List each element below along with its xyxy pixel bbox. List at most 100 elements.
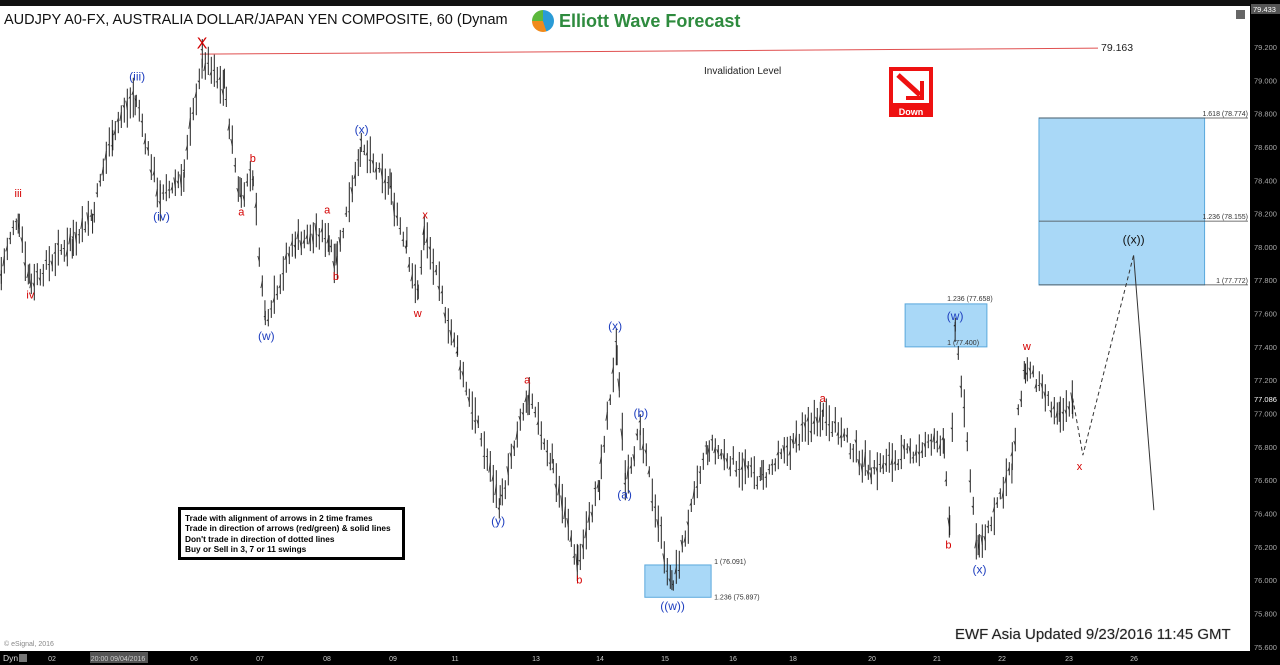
- bar-open-tick: [368, 159, 371, 162]
- bar-open-tick: [593, 487, 596, 490]
- bar-open-tick: [965, 440, 968, 443]
- bar-open-tick: [182, 169, 185, 172]
- bar-open-tick: [62, 247, 65, 250]
- bar-open-tick: [968, 480, 971, 483]
- projection-dashed: [1072, 255, 1135, 456]
- bar-open-tick: [701, 458, 704, 461]
- bar-open-tick: [1013, 440, 1016, 446]
- bar-open-tick: [794, 434, 797, 445]
- bar-open-tick: [782, 445, 785, 454]
- bar-open-tick: [35, 270, 38, 273]
- wave-label: a: [238, 206, 245, 218]
- bar-open-tick: [596, 483, 599, 489]
- bar-open-tick: [767, 469, 770, 471]
- bar-open-tick: [65, 249, 68, 257]
- bar-open-tick: [20, 237, 23, 243]
- bar-open-tick: [164, 191, 167, 194]
- bar-open-tick: [620, 428, 623, 440]
- bar-open-tick: [722, 453, 725, 462]
- bar-open-tick: [266, 318, 269, 322]
- maximize-icon[interactable]: [1236, 10, 1245, 19]
- bar-open-tick: [728, 465, 731, 470]
- wave-label: a: [324, 205, 331, 217]
- fib-label: 1.236 (77.658): [947, 296, 993, 303]
- bar-open-tick: [503, 487, 506, 489]
- wave-label: ((x)): [1123, 233, 1145, 247]
- fib-zone: [904, 303, 988, 348]
- time-tick: 14: [596, 656, 604, 663]
- bar-open-tick: [53, 251, 56, 254]
- bar-open-tick: [86, 212, 89, 225]
- price-tick: 79.200: [1254, 43, 1277, 52]
- bar-open-tick: [896, 462, 899, 466]
- wave-label: iii: [15, 188, 22, 200]
- bar-open-tick: [980, 534, 983, 546]
- bar-open-tick: [320, 227, 323, 233]
- bar-open-tick: [1025, 372, 1028, 376]
- wave-label: (b): [633, 406, 648, 420]
- arrow-down-right-icon: [896, 73, 924, 100]
- bar-open-tick: [866, 470, 869, 476]
- top-price: 79.433: [1253, 5, 1276, 14]
- wave-label: (x): [355, 123, 369, 137]
- bar-open-tick: [857, 459, 860, 467]
- bar-open-tick: [434, 269, 437, 273]
- bar-open-tick: [791, 438, 794, 445]
- bar-open-tick: [1028, 367, 1031, 372]
- bar-open-tick: [218, 76, 221, 81]
- wave-label: (y): [491, 514, 505, 528]
- price-tick: 76.600: [1254, 476, 1277, 485]
- bar-open-tick: [713, 446, 716, 454]
- bar-open-tick: [1001, 490, 1004, 499]
- price-tick: 76.800: [1254, 443, 1277, 452]
- logo-icon: [532, 10, 554, 32]
- bar-open-tick: [314, 222, 317, 235]
- bar-open-tick: [74, 231, 77, 243]
- bar-open-tick: [899, 458, 902, 461]
- bar-open-tick: [494, 484, 497, 496]
- bar-open-tick: [566, 517, 569, 528]
- bar-open-tick: [515, 430, 518, 440]
- bar-open-tick: [941, 436, 944, 441]
- bar-open-tick: [173, 177, 176, 189]
- bar-open-tick: [413, 283, 416, 286]
- bar-open-tick: [986, 525, 989, 529]
- bar-open-tick: [686, 521, 689, 526]
- crosshair-date-bg: [90, 652, 148, 663]
- bar-open-tick: [1034, 383, 1037, 389]
- bar-open-tick: [905, 448, 908, 450]
- bar-open-tick: [512, 445, 515, 451]
- wave-label: (a): [617, 487, 632, 501]
- bar-open-tick: [773, 462, 776, 466]
- bar-open-tick: [914, 449, 917, 456]
- bar-open-tick: [860, 463, 863, 473]
- wave-label: (x): [972, 562, 986, 576]
- fib-label: 1 (77.772): [1216, 278, 1248, 285]
- bar-open-tick: [962, 406, 965, 409]
- bar-open-tick: [1049, 410, 1052, 414]
- bar-open-tick: [113, 129, 116, 136]
- bar-open-tick: [743, 458, 746, 472]
- bar-open-tick: [26, 271, 29, 279]
- bar-open-tick: [875, 467, 878, 473]
- bar-open-tick: [554, 483, 557, 489]
- fib-zone: [644, 564, 712, 598]
- bar-open-tick: [725, 458, 728, 463]
- wave-label: iv: [26, 290, 34, 302]
- chart-title: AUDJPY A0-FX, AUSTRALIA DOLLAR/JAPAN YEN…: [4, 12, 508, 28]
- bar-open-tick: [749, 465, 752, 468]
- bar-open-tick: [407, 263, 410, 268]
- bar-open-tick: [779, 452, 782, 455]
- time-tick: 21: [933, 656, 941, 663]
- bar-open-tick: [818, 414, 821, 423]
- top-border: [0, 0, 1280, 6]
- bar-open-tick: [1004, 475, 1007, 484]
- bar-open-tick: [341, 230, 344, 233]
- bar-open-tick: [302, 239, 305, 244]
- bar-open-tick: [698, 471, 701, 474]
- bar-open-tick: [188, 117, 191, 129]
- bar-open-tick: [998, 491, 1001, 494]
- bar-open-tick: [545, 450, 548, 453]
- bar-open-tick: [758, 475, 761, 478]
- lock-icon[interactable]: [19, 654, 27, 662]
